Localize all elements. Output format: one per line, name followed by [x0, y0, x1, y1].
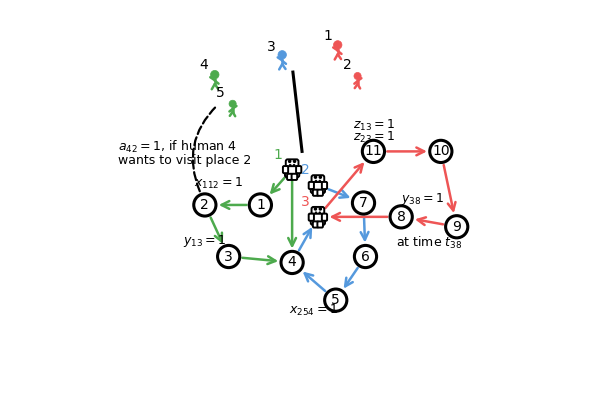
Text: 3: 3	[267, 41, 276, 55]
Text: $y_{13} = 1$: $y_{13} = 1$	[184, 234, 226, 250]
Circle shape	[294, 160, 296, 162]
FancyBboxPatch shape	[286, 159, 299, 170]
Text: $x_{254} = 1$: $x_{254} = 1$	[289, 303, 338, 318]
Circle shape	[319, 180, 321, 182]
Circle shape	[315, 176, 316, 178]
Circle shape	[249, 194, 272, 216]
Circle shape	[211, 70, 219, 79]
FancyBboxPatch shape	[313, 189, 318, 196]
FancyBboxPatch shape	[313, 221, 318, 228]
Text: 10: 10	[432, 144, 450, 158]
FancyBboxPatch shape	[311, 182, 325, 193]
Circle shape	[289, 160, 291, 162]
Text: 6: 6	[361, 250, 370, 263]
FancyBboxPatch shape	[296, 166, 301, 173]
Text: 1: 1	[274, 148, 283, 162]
FancyBboxPatch shape	[308, 214, 314, 221]
Circle shape	[293, 164, 295, 166]
Circle shape	[324, 289, 347, 311]
Circle shape	[354, 72, 361, 80]
Circle shape	[319, 176, 321, 178]
FancyBboxPatch shape	[322, 214, 327, 221]
Circle shape	[319, 212, 321, 214]
FancyBboxPatch shape	[287, 174, 293, 180]
FancyBboxPatch shape	[308, 182, 314, 189]
Text: at time $t_{38}$: at time $t_{38}$	[396, 234, 462, 251]
FancyBboxPatch shape	[318, 221, 323, 228]
FancyBboxPatch shape	[312, 175, 324, 186]
Circle shape	[390, 206, 412, 228]
Circle shape	[315, 212, 317, 214]
Circle shape	[281, 252, 303, 273]
Text: 2: 2	[201, 198, 209, 212]
Circle shape	[319, 208, 321, 210]
Circle shape	[362, 140, 384, 162]
FancyBboxPatch shape	[318, 189, 323, 196]
Text: 4: 4	[288, 256, 296, 269]
Text: $z_{13} = 1$: $z_{13} = 1$	[353, 118, 395, 133]
FancyBboxPatch shape	[285, 166, 299, 177]
Circle shape	[289, 164, 291, 166]
FancyBboxPatch shape	[312, 207, 324, 218]
Text: $x_{112} = 1$: $x_{112} = 1$	[193, 176, 242, 191]
Text: 8: 8	[397, 210, 406, 224]
Text: 3: 3	[301, 195, 310, 209]
FancyBboxPatch shape	[322, 182, 327, 189]
Text: wants to visit place 2: wants to visit place 2	[118, 154, 251, 167]
Circle shape	[353, 192, 375, 214]
FancyBboxPatch shape	[311, 214, 325, 225]
Text: 1: 1	[323, 29, 332, 43]
Text: 9: 9	[452, 220, 461, 234]
Circle shape	[194, 194, 216, 216]
Circle shape	[354, 246, 376, 267]
Text: $z_{23} = 1$: $z_{23} = 1$	[353, 130, 395, 145]
Circle shape	[334, 41, 342, 49]
Text: 4: 4	[200, 58, 209, 72]
FancyBboxPatch shape	[283, 166, 288, 173]
FancyBboxPatch shape	[291, 174, 297, 180]
Text: 1: 1	[256, 198, 265, 212]
Text: 2: 2	[301, 164, 310, 178]
Text: 5: 5	[217, 86, 225, 100]
Circle shape	[278, 51, 286, 59]
Circle shape	[446, 216, 468, 238]
Text: 11: 11	[365, 144, 382, 158]
Circle shape	[315, 208, 316, 210]
Text: 5: 5	[331, 293, 340, 307]
Text: 3: 3	[224, 250, 233, 263]
Circle shape	[229, 100, 236, 107]
Circle shape	[315, 180, 317, 182]
Text: $a_{42}=1$, if human 4: $a_{42}=1$, if human 4	[118, 139, 237, 156]
Circle shape	[217, 246, 240, 267]
Circle shape	[430, 140, 452, 162]
Text: 2: 2	[343, 58, 352, 72]
Text: $y_{38} = 1$: $y_{38} = 1$	[401, 191, 445, 207]
Text: 7: 7	[359, 196, 368, 210]
